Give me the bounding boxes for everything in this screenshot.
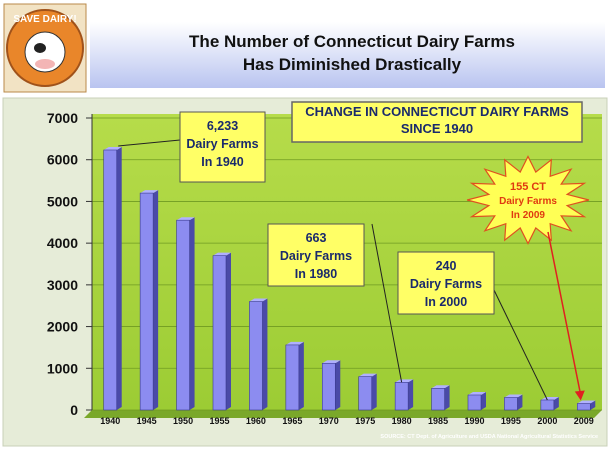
annotation-text: In 1980 <box>295 267 337 281</box>
annotation-text: Dairy Farms <box>280 249 352 263</box>
annotation-text: In 2009 <box>511 210 545 221</box>
bar-side <box>372 374 377 410</box>
annotation-text: Dairy Farms <box>186 137 258 151</box>
x-tick-label: 1995 <box>501 416 521 426</box>
x-tick-label: 1975 <box>355 416 375 426</box>
bar <box>577 404 590 410</box>
bar <box>140 193 153 410</box>
bar-side <box>117 147 122 410</box>
bar <box>177 220 190 410</box>
y-tick-label: 5000 <box>47 193 78 209</box>
x-tick-label: 2000 <box>537 416 557 426</box>
bar <box>395 382 408 410</box>
x-tick-label: 1965 <box>282 416 302 426</box>
annotation-text: Dairy Farms <box>410 277 482 291</box>
bar <box>249 302 262 410</box>
bar <box>359 377 372 410</box>
header-title: The Number of Connecticut Dairy Farms <box>189 32 515 51</box>
bar <box>432 388 445 410</box>
y-tick-label: 4000 <box>47 235 78 251</box>
x-tick-label: 1945 <box>137 416 157 426</box>
annotation-text: 663 <box>306 231 327 245</box>
annotation-text: 155 CT <box>510 181 546 193</box>
bar-side <box>262 299 267 410</box>
x-tick-label: 1980 <box>392 416 412 426</box>
annotation-text: In 2000 <box>425 295 467 309</box>
x-tick-label: 1940 <box>100 416 120 426</box>
y-tick-label: 0 <box>70 402 78 418</box>
x-tick-label: 2009 <box>574 416 594 426</box>
y-tick-label: 2000 <box>47 319 78 335</box>
bar-side <box>335 360 340 410</box>
logo-text: SAVE DAIRY! <box>13 14 76 25</box>
bar <box>504 397 517 410</box>
logo: SAVE DAIRY! <box>4 4 86 92</box>
y-tick-label: 6000 <box>47 152 78 168</box>
source: SOURCE: CT Dept. of Agriculture and USDA… <box>380 434 598 440</box>
bar <box>468 395 481 410</box>
bar <box>322 363 335 410</box>
x-tick-label: 1985 <box>428 416 448 426</box>
y-tick-label: 1000 <box>47 360 78 376</box>
annotation-text: Dairy Farms <box>499 196 557 207</box>
bar-side <box>445 385 450 410</box>
x-tick-label: 1960 <box>246 416 266 426</box>
bar-side <box>481 392 486 410</box>
annotation-text: In 1940 <box>201 155 243 169</box>
y-tick-label: 3000 <box>47 277 78 293</box>
annotation-text: 240 <box>436 259 457 273</box>
bar <box>541 400 554 410</box>
bar <box>104 150 117 410</box>
bar <box>213 256 226 410</box>
bar-side <box>299 342 304 410</box>
annotation-text: 6,233 <box>207 119 238 133</box>
x-tick-label: 1970 <box>319 416 339 426</box>
bar-side <box>226 253 231 410</box>
bar-side <box>408 379 413 410</box>
bar <box>286 345 299 410</box>
bar-side <box>190 217 195 410</box>
x-tick-label: 1950 <box>173 416 193 426</box>
y-tick-label: 7000 <box>47 110 78 126</box>
x-tick-label: 1990 <box>464 416 484 426</box>
x-tick-label: 1955 <box>209 416 229 426</box>
floor <box>84 410 602 418</box>
slide: SAVE DAIRY! The Number of Connecticut Da… <box>0 0 610 448</box>
header-title: Has Diminished Drastically <box>243 55 462 74</box>
bar-side <box>153 190 158 410</box>
